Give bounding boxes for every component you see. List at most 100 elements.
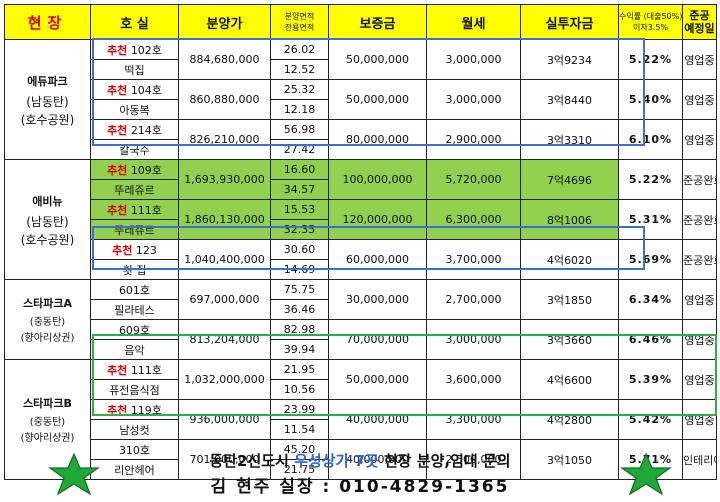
yield-cell: 5.40%	[618, 79, 683, 120]
header-price: 분양가	[178, 4, 271, 40]
table-row: 추천 104호 860,880,000 25.32 50,000,000 3,000,0…	[5, 79, 717, 120]
investment-cell: 4억6020	[520, 239, 619, 280]
unit-cell: 추천 111호	[90, 199, 179, 220]
status-cell: 영업중	[682, 319, 717, 360]
area-total-cell: 82.98	[270, 319, 329, 340]
investment-cell: 3억3310	[520, 119, 619, 160]
site-name-cell: 애비뉴 (남동탄) (호수공원)	[4, 159, 91, 280]
area-total-cell: 16.60	[270, 159, 329, 180]
status-cell: 영업중	[682, 359, 717, 400]
table-row: 뚜레쥬르 32.35	[5, 219, 717, 240]
business-cell: 아동복	[90, 99, 179, 120]
price-cell: 1,032,000,000	[178, 359, 271, 400]
investment-cell: 3억1850	[520, 279, 619, 320]
unit-cell: 609호	[90, 319, 179, 340]
business-cell: 뚜레쥬르	[90, 179, 179, 200]
unit-cell: 추천 104호	[90, 79, 179, 100]
deposit-cell: 50,000,000	[328, 359, 427, 400]
status-cell: 영업중	[682, 119, 717, 160]
price-cell: 936,000,000	[178, 399, 271, 440]
area-exclusive-cell: 34.57	[270, 179, 329, 200]
table-row: 음악 39.94	[5, 339, 717, 360]
area-exclusive-cell: 11.54	[270, 419, 329, 440]
table-row: 추천 111호 1,860,130,000 15.53 120,000,000 6,30…	[5, 199, 717, 240]
area-exclusive-cell: 21.75	[270, 459, 329, 480]
status-cell: 영업중	[682, 39, 717, 80]
status-cell: 준공완료	[682, 199, 717, 240]
yield-cell: 5.69%	[618, 239, 683, 280]
table-row: 추천 214호 826,210,000 56.98 80,000,000 2,900,0…	[5, 119, 717, 160]
area-exclusive-cell: 39.94	[270, 339, 329, 360]
status-cell: 준공완료	[682, 159, 717, 200]
price-cell: 860,880,000	[178, 79, 271, 120]
table-row: 추천 123 1,040,400,000 30.60 60,000,000 3,700,…	[5, 239, 717, 280]
status-cell: 준공완료	[682, 239, 717, 280]
investment-cell: 4억2800	[520, 399, 619, 440]
table-row: 310호 701,000,000 45.20 40,000,000 2,500,000 3…	[5, 439, 717, 480]
rent-cell: 3,700,000	[426, 239, 521, 280]
investment-cell: 7억4696	[520, 159, 619, 200]
area-total-cell: 30.60	[270, 239, 329, 260]
header-deposit: 보증금	[328, 4, 427, 40]
star-left-icon	[48, 452, 100, 496]
investment-cell: 3억1050	[520, 439, 619, 480]
rent-cell: 3,000,000	[426, 39, 521, 80]
table-row: 스타파크B (중동탄) (향아리상권) 추천 111호 1,032,000,000 21.…	[4, 359, 717, 480]
deposit-cell: 120,000,000	[328, 199, 427, 240]
listing-table: 현장 호 실 분양가 분양면적 전용면적 보증금 월세 실투자금 수익률 (대출5…	[4, 4, 717, 480]
status-cell: 인테리어중	[682, 439, 717, 480]
area-exclusive-cell: 36.46	[270, 299, 329, 320]
rent-cell: 3,000,000	[426, 319, 521, 360]
site-name-cell: 스타파크B (중동탄) (향아리상권)	[4, 359, 91, 480]
area-exclusive-cell: 10.56	[270, 379, 329, 400]
header-completion: 준공 예정일	[682, 4, 717, 40]
area-total-cell: 45.20	[270, 439, 329, 460]
rent-cell: 2,500,000	[426, 439, 521, 480]
rent-cell: 3,300,000	[426, 399, 521, 440]
deposit-cell: 50,000,000	[328, 39, 427, 80]
business-cell: 남성컷	[90, 419, 179, 440]
table-row: 퓨전음식점 10.56	[5, 379, 717, 400]
rent-cell: 2,700,000	[426, 279, 521, 320]
unit-cell: 601호	[90, 279, 179, 300]
investment-cell: 3억8440	[520, 79, 619, 120]
price-cell: 1,040,400,000	[178, 239, 271, 280]
price-cell: 1,860,130,000	[178, 199, 271, 240]
unit-cell: 추천 109호	[90, 159, 179, 180]
business-cell: 횟 집	[90, 259, 179, 280]
area-total-cell: 15.53	[270, 199, 329, 220]
header-area: 분양면적 전용면적	[270, 4, 329, 40]
area-exclusive-cell: 27.42	[270, 139, 329, 160]
rent-cell: 5,720,000	[426, 159, 521, 200]
table-row: 609호 813,204,000 82.98 70,000,000 3,000,000 3…	[5, 319, 717, 360]
rent-cell: 3,000,000	[426, 79, 521, 120]
unit-cell: 추천 102호	[90, 39, 179, 60]
business-cell: 리안헤어	[90, 459, 179, 480]
header-yield: 수익률 (대출50%) 이자3.5%	[618, 4, 683, 40]
deposit-cell: 40,000,000	[328, 439, 427, 480]
area-total-cell: 75.75	[270, 279, 329, 300]
deposit-cell: 100,000,000	[328, 159, 427, 200]
yield-cell: 5.31%	[618, 199, 683, 240]
table-row: 스타파크A (중동탄) (향아리상권) 601호 697,000,000 75.75 30…	[4, 279, 717, 360]
business-cell: 필라테스	[90, 299, 179, 320]
table-header: 현장 호 실 분양가 분양면적 전용면적 보증금 월세 실투자금 수익률 (대출5…	[4, 4, 717, 40]
business-cell: 칼국수	[90, 139, 179, 160]
footer-phone-line: 김 현주 실장 : 010-4829-1365	[210, 477, 510, 497]
yield-cell: 5.22%	[618, 159, 683, 200]
rent-cell: 2,900,000	[426, 119, 521, 160]
rent-cell: 6,300,000	[426, 199, 521, 240]
area-total-cell: 23.99	[270, 399, 329, 420]
price-cell: 701,000,000	[178, 439, 271, 480]
header-investment: 실투자금	[520, 4, 619, 40]
investment-cell: 4억6600	[520, 359, 619, 400]
investment-cell: 3억9234	[520, 39, 619, 80]
investment-cell: 3억3660	[520, 319, 619, 360]
yield-cell: 6.10%	[618, 119, 683, 160]
yield-cell: 5.39%	[618, 359, 683, 400]
yield-cell: 6.46%	[618, 319, 683, 360]
table-row: 리안헤어 21.75	[5, 459, 717, 480]
unit-cell: 추천 123	[90, 239, 179, 260]
price-cell: 697,000,000	[178, 279, 271, 320]
unit-cell: 추천 119호	[90, 399, 179, 420]
